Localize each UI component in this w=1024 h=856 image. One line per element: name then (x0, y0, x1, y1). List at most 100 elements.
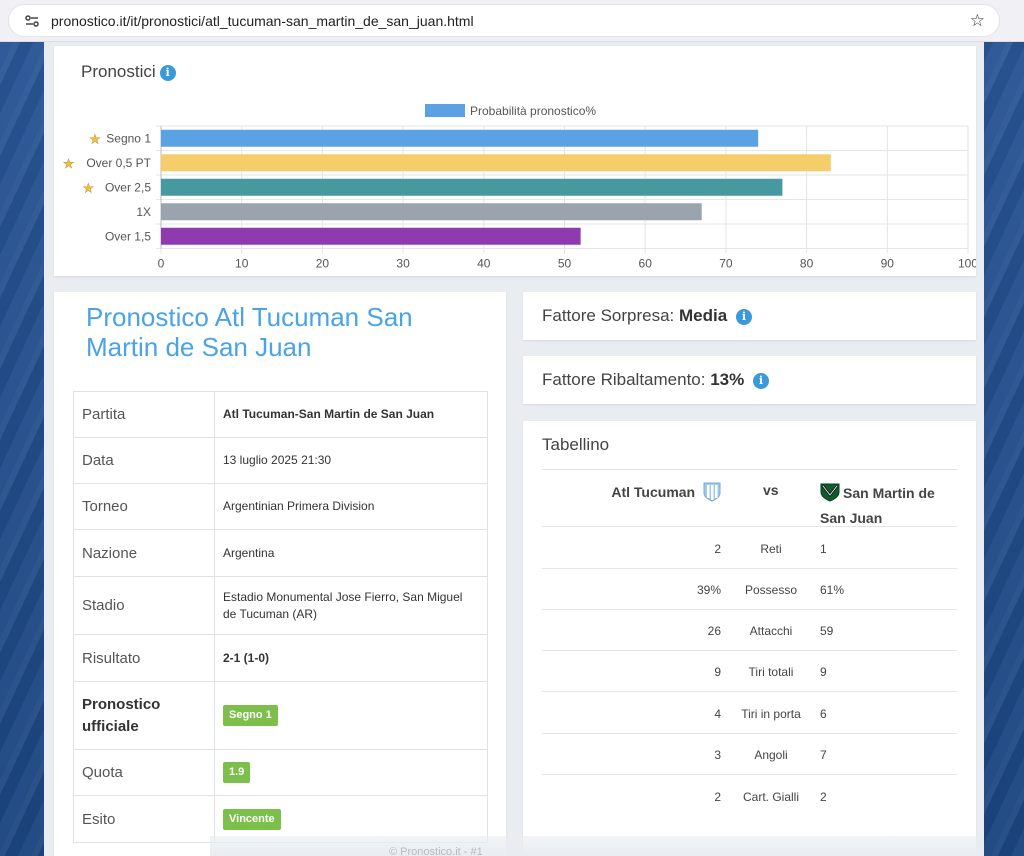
stat-home-value: 9 (714, 665, 721, 679)
pronostici-card: Pronostici i Probabilità pronostico% 0 10 20… (54, 46, 976, 276)
table-row: Torneo Argentinian Primera Division (73, 483, 488, 530)
row-value: Argentina (214, 529, 488, 577)
pronostici-heading: Pronostici i (81, 62, 176, 82)
url-text[interactable]: pronostico.it/it/pronostici/atl_tucuman-… (51, 13, 474, 29)
footer-fade (210, 836, 980, 856)
star-icon: ★ (63, 156, 75, 171)
row-value: 13 luglio 2025 21:30 (214, 437, 488, 484)
info-icon[interactable]: i (735, 309, 752, 325)
fattore-ribaltamento-label: Fattore Ribaltamento: (542, 370, 706, 389)
y-tick-label: 1X (136, 205, 151, 219)
tabellino-title: Tabellino (542, 435, 610, 454)
stat-row: 2 Cart. Gialli 2 (542, 776, 957, 817)
site-settings-icon[interactable] (23, 13, 41, 29)
divider (542, 469, 957, 470)
row-label: Torneo (73, 483, 215, 530)
stat-home-value: 2 (714, 542, 721, 556)
row-label: Stadio (73, 576, 215, 635)
x-tick-label: 20 (316, 257, 330, 271)
bar (161, 154, 831, 172)
atl-tucuman-crest-icon (703, 482, 721, 505)
stat-row: 3 Angoli 7 (542, 734, 957, 775)
bar (161, 129, 759, 147)
y-tick-label: Over 2,5 (105, 180, 151, 194)
table-row: Quota 1.9 (73, 749, 488, 796)
home-team[interactable]: Atl Tucuman (611, 482, 721, 505)
fattore-sorpresa-label: Fattore Sorpresa: (542, 306, 675, 325)
pronostici-chart: Probabilità pronostico% 0 10 20 30 40 50 60 70 80… (63, 104, 976, 271)
star-icon: ★ (89, 131, 101, 146)
pronostici-title: Pronostici (81, 62, 156, 81)
bar (161, 203, 702, 221)
bookmark-star-icon[interactable]: ☆ (969, 11, 985, 30)
x-tick-label: 90 (881, 257, 895, 271)
fattore-ribaltamento: Fattore Ribaltamento: 13% i (542, 370, 769, 390)
away-team[interactable]: San Martin de San Juan (820, 482, 957, 529)
x-tick-label: 40 (477, 257, 491, 271)
x-tick-label: 80 (800, 257, 814, 271)
footer-copyright: © Pronostico.it - #1 (389, 846, 483, 856)
y-tick-label: Segno 1 (106, 131, 151, 145)
stat-away-value: 6 (820, 707, 827, 721)
info-icon[interactable]: i (159, 65, 176, 81)
row-value: Estadio Monumental Jose Fierro, San Migu… (214, 576, 488, 635)
table-row: Esito Vincente (73, 795, 488, 843)
row-value: Argentinian Primera Division (214, 483, 488, 530)
stat-home-value: 39% (696, 583, 721, 597)
row-label: Esito (73, 795, 215, 843)
x-tick-label: 70 (719, 257, 733, 271)
y-tick-label: Over 0,5 PT (86, 156, 151, 170)
stat-away-value: 1 (820, 542, 827, 556)
row-label: Data (73, 437, 215, 484)
stat-label: Tiri in porta (741, 707, 801, 721)
row-label: Quota (73, 749, 215, 796)
fattore-ribaltamento-value: 13% (710, 370, 745, 389)
row-label: Pronostico ufficiale (73, 681, 215, 750)
bar (161, 178, 783, 196)
stat-home-value: 4 (714, 707, 721, 721)
table-row: Stadio Estadio Monumental Jose Fierro, S… (73, 576, 488, 635)
stat-away-value: 59 (820, 624, 834, 638)
y-tick-label: Over 1,5 (105, 229, 151, 243)
table-row: Nazione Argentina (73, 529, 488, 577)
fattore-sorpresa: Fattore Sorpresa: Media i (542, 306, 752, 326)
match-details-card: Pronostico Atl Tucuman San Martin de San… (54, 292, 506, 856)
vs-label: vs (763, 482, 779, 498)
stat-row: 26 Attacchi 59 (542, 610, 957, 651)
fattore-sorpresa-value: Media (679, 306, 728, 325)
row-value: Atl Tucuman-San Martin de San Juan (214, 391, 488, 438)
stat-label: Possesso (744, 583, 798, 597)
stat-label: Reti (760, 542, 782, 556)
x-tick-label: 60 (639, 257, 653, 271)
match-info-table: Partita Atl Tucuman-San Martin de San Ju… (73, 391, 488, 843)
esito-badge: Vincente (223, 808, 281, 830)
info-icon[interactable]: i (752, 373, 769, 389)
stat-label: Cart. Gialli (742, 790, 799, 804)
stat-home-value: 3 (714, 748, 721, 762)
away-team-name: San Martin de San Juan (820, 485, 935, 526)
address-bar[interactable]: pronostico.it/it/pronostici/atl_tucuman-… (8, 4, 1000, 37)
stat-home-value: 2 (714, 790, 721, 804)
main-content: Pronostici i Probabilità pronostico% 0 10 20… (44, 42, 984, 856)
teams-header: Atl Tucuman vs (542, 470, 957, 527)
fattore-ribaltamento-card: Fattore Ribaltamento: 13% i (523, 356, 976, 404)
table-row: Pronostico ufficiale Segno 1 (73, 681, 488, 750)
san-martin-crest-icon (820, 482, 840, 508)
tabellino-card: Tabellino Atl Tucuman vs (523, 421, 976, 856)
row-label: Risultato (73, 634, 215, 682)
stat-label: Tiri totali (748, 665, 794, 679)
row-value: 1.9 (214, 749, 488, 796)
x-tick-label: 30 (396, 257, 410, 271)
bar (161, 227, 581, 245)
x-tick-label: 100 (958, 257, 976, 271)
stat-label: Angoli (754, 748, 788, 762)
fattore-sorpresa-card: Fattore Sorpresa: Media i (523, 292, 976, 340)
stat-row: 2 Reti 1 (542, 528, 957, 569)
x-tick-label: 0 (158, 257, 165, 271)
table-row: Risultato 2-1 (1-0) (73, 634, 488, 682)
row-value: 2-1 (1-0) (214, 634, 488, 682)
stat-row: 4 Tiri in porta 6 (542, 693, 957, 734)
x-tick-label: 10 (235, 257, 249, 271)
legend-swatch (425, 104, 465, 117)
table-row: Partita Atl Tucuman-San Martin de San Ju… (73, 391, 488, 438)
